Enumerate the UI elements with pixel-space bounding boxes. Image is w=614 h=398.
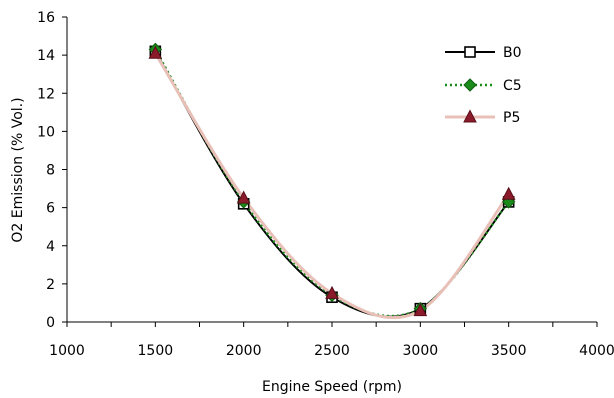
y-tick-label: 16 [37,10,55,26]
legend-label-p5: P5 [503,110,520,126]
x-tick-label: 2000 [226,343,262,359]
series-line-p5 [154,52,510,320]
data-point-p5 [325,285,339,299]
x-ticks: 1000 1500 2000 2500 3000 3500 4000 [49,322,614,359]
y-tick-label: 2 [46,277,55,293]
x-tick-label: 1500 [138,343,174,359]
legend-marker-b0 [464,46,476,58]
x-tick-label: 3500 [491,343,527,359]
y-axis-title: O2 Emission (% Vol.) [10,97,26,242]
series-lines [154,48,510,320]
y-ticks: 0 2 4 6 8 10 12 14 16 [37,10,67,331]
data-point-p5 [501,186,516,200]
y-tick-label: 6 [46,201,55,217]
legend-label-c5: C5 [503,78,522,94]
x-axis-title: Engine Speed (rpm) [262,379,402,395]
axes [66,17,597,323]
y-tick-label: 10 [37,124,55,140]
x-tick-label: 2500 [314,343,350,359]
data-point-p5 [413,302,428,317]
legend-marker-p5 [463,109,477,123]
data-point-p5 [236,190,251,204]
series-markers [148,42,516,317]
x-tick-label: 3000 [403,343,439,359]
series-line-b0 [154,50,510,318]
y-tick-label: 0 [46,315,55,331]
x-tick-label: 4000 [579,343,614,359]
legend-marker-c5 [463,78,477,92]
legend-label-b0: B0 [503,45,522,61]
y-tick-label: 12 [37,86,55,102]
legend: B0 C5 P5 [445,45,522,126]
x-tick-label: 1000 [49,343,85,359]
y-tick-label: 14 [37,48,55,64]
y-tick-label: 8 [46,163,55,179]
data-point-p5 [148,45,163,59]
y-tick-label: 4 [46,239,55,255]
